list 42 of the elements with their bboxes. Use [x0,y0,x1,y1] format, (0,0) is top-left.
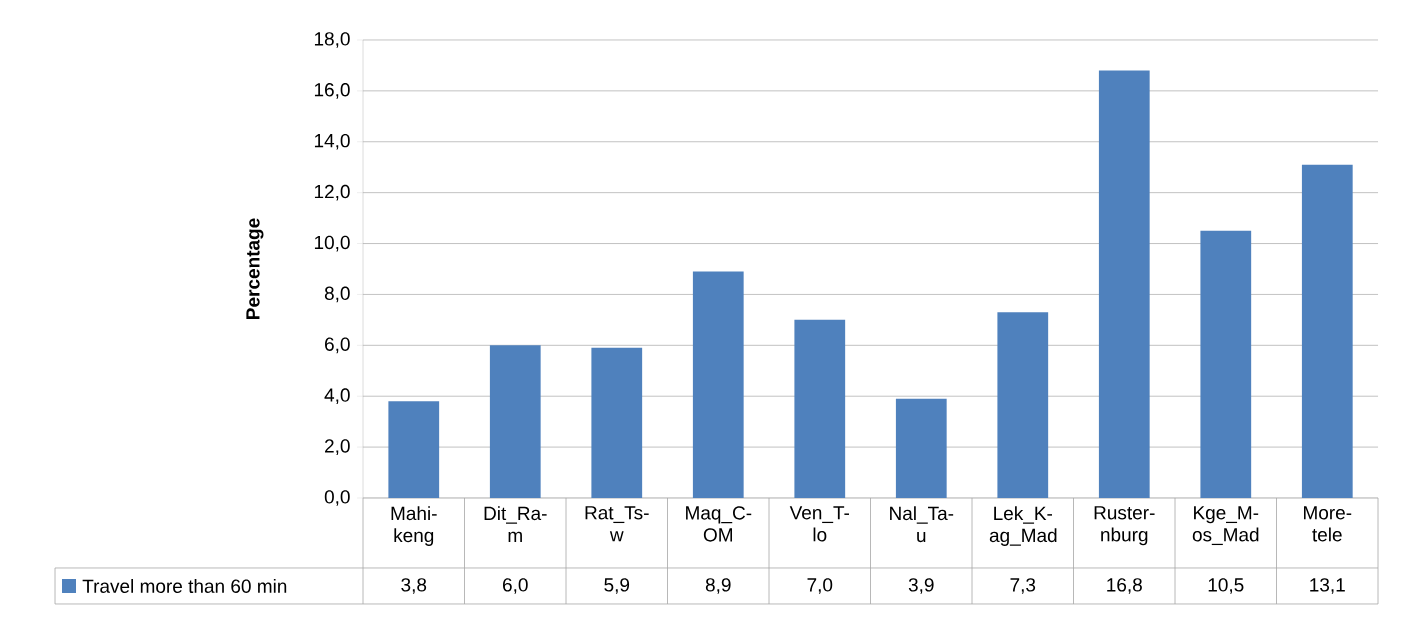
data-label: 3,9 [908,578,934,594]
data-label: 13,1 [1310,578,1345,594]
x-tick-label: Nal_Ta-u [890,506,954,543]
bar [692,271,744,498]
x-tick-label: Ven_T-lo [789,506,850,542]
bar [794,319,846,498]
x-tick-label: Dit_Ra-m [484,506,547,542]
data-label: 7,3 [1010,578,1036,594]
data-label: 6,0 [503,578,528,594]
y-tick-label: 8,0 [324,286,350,303]
bar [489,345,541,498]
legend-label: Travel more than 60 min [82,579,287,593]
y-tick-label: 14,0 [314,133,350,150]
data-label: 16,8 [1107,578,1142,594]
x-tick-label: Ruster-nburg [1094,506,1155,546]
bar [591,347,643,498]
y-tick-label: 4,0 [324,388,350,405]
bar [1301,164,1353,498]
x-tick-label: Kge_M-os_Mad [1192,506,1259,546]
y-tick-label: 18,0 [314,32,350,48]
bar [388,401,440,498]
y-tick-label: 10,0 [314,235,350,252]
x-tick-label: Mahi-keng [391,506,437,546]
x-tick-label: Rat_Ts-w [585,506,649,542]
data-label: 7,0 [807,578,833,594]
data-label: 5,9 [604,578,630,594]
x-tick-label: Maq_C-OM [686,506,752,542]
data-label: 8,9 [705,578,731,594]
y-tick-label: 2,0 [325,439,350,455]
y-tick-label: 16,0 [314,83,350,99]
y-tick-label: 0,0 [324,490,350,506]
bar [1200,230,1252,498]
y-axis-title: Percentage [246,218,264,319]
bar [997,312,1049,498]
data-label: 10,5 [1208,578,1244,594]
x-tick-label: More-tele [1304,506,1352,542]
data-label: 3,8 [401,578,427,594]
y-tick-label: 12,0 [314,184,350,201]
bar [895,398,947,498]
y-tick-label: 6,0 [325,337,350,354]
x-tick-label: Lek_K-ag_Mad [989,506,1057,546]
bar [1098,70,1150,498]
